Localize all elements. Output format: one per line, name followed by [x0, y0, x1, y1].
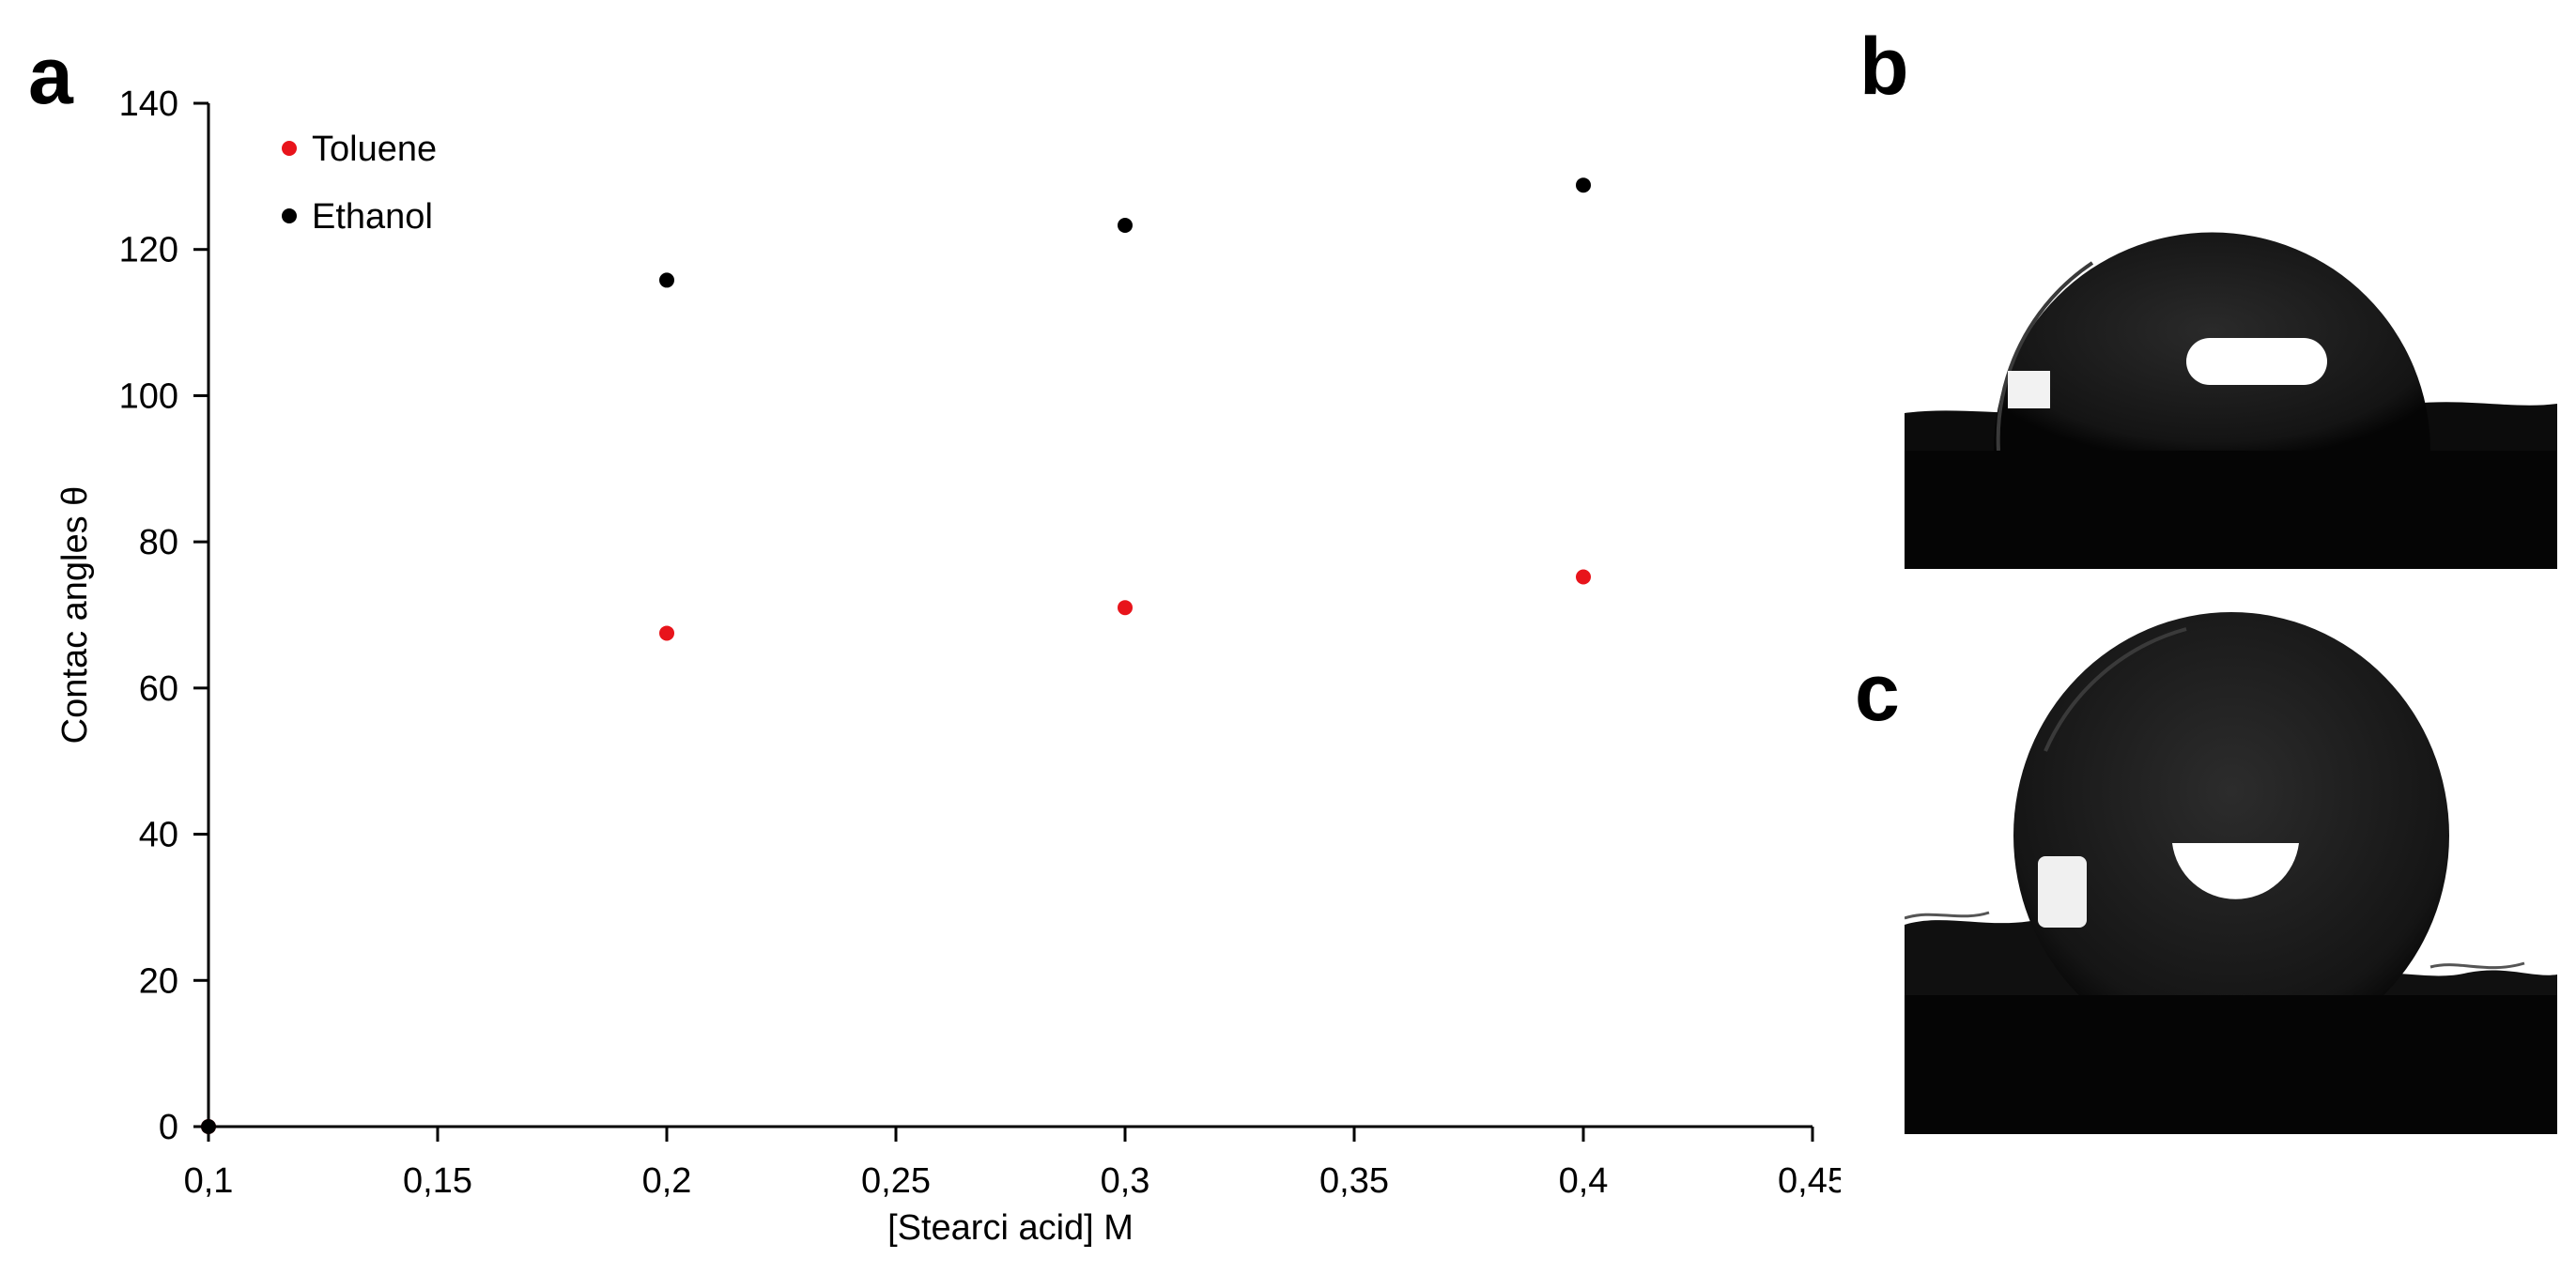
y-axis-title: Contac angles θ: [55, 486, 95, 744]
droplet-photo-b: [1905, 141, 2557, 569]
legend-label-toluene: Toluene: [312, 130, 437, 169]
data-point-ethanol: [1576, 177, 1591, 193]
data-point-toluene: [1118, 600, 1133, 616]
x-tick-label: 0,45: [1778, 1161, 1841, 1201]
data-point-ethanol: [1118, 218, 1133, 234]
y-tick-label: 80: [139, 523, 178, 562]
y-tick-label: 40: [139, 816, 178, 855]
y-tick-label: 20: [139, 961, 178, 1001]
y-tick-label: 60: [139, 669, 178, 709]
y-tick-label: 140: [119, 84, 178, 124]
legend-marker-toluene: [282, 141, 297, 156]
x-tick-label: 0,35: [1319, 1161, 1389, 1201]
x-tick-label: 0,3: [1101, 1161, 1150, 1201]
contact-angle-scatter-chart: 0 20 40 60 80 100 120 140 0,1 0,15 0,2 0,25 0,3 0,35 0…: [55, 84, 1841, 1248]
data-point-ethanol: [201, 1119, 216, 1134]
y-tick-label: 0: [159, 1108, 178, 1147]
panel-label-b: b: [1859, 22, 1909, 112]
x-axis-title: [Stearci acid] M: [887, 1208, 1134, 1248]
data-point-toluene: [1576, 569, 1591, 585]
panel-label-a: a: [28, 31, 73, 121]
data-point-toluene: [659, 625, 674, 641]
droplet-photo-c: [1905, 610, 2557, 1134]
data-point-ethanol: [659, 272, 674, 288]
y-tick-label: 100: [119, 376, 178, 416]
x-tick-label: 0,1: [184, 1161, 234, 1201]
panel-label-c: c: [1855, 648, 1900, 738]
x-tick-label: 0,4: [1559, 1161, 1609, 1201]
legend-label-ethanol: Ethanol: [312, 197, 433, 237]
x-tick-label: 0,2: [642, 1161, 692, 1201]
x-tick-label: 0,15: [403, 1161, 472, 1201]
legend-marker-ethanol: [282, 208, 297, 223]
y-tick-label: 120: [119, 231, 178, 270]
x-tick-label: 0,25: [861, 1161, 931, 1201]
